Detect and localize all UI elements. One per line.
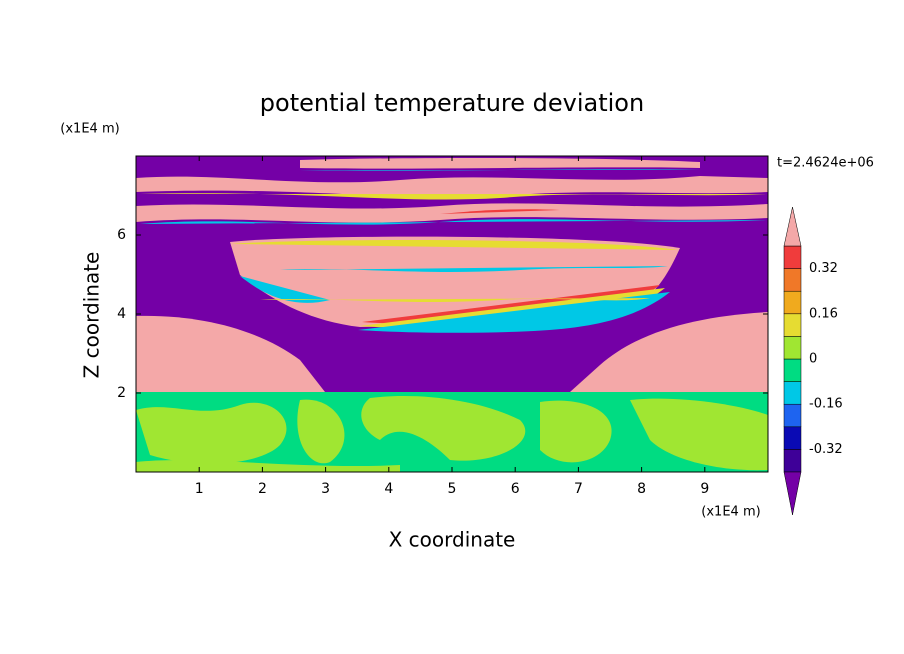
region	[570, 312, 768, 392]
edge	[240, 276, 330, 303]
x-tick-label: 6	[511, 481, 520, 497]
x-tick-label: 7	[574, 481, 583, 497]
edge	[440, 209, 560, 214]
edge	[260, 298, 650, 302]
x-unit: (x1E4 m)	[701, 505, 760, 520]
colorbar-box	[783, 336, 802, 360]
region	[361, 396, 526, 461]
x-axis-label: X coordinate	[389, 528, 516, 552]
colorbar: 0.32 0.16 0 -0.16 -0.32	[783, 206, 843, 516]
edge	[280, 266, 668, 272]
y-tick-label: 2	[117, 385, 126, 401]
x-tick-label: 2	[258, 481, 267, 497]
colorbar-box	[783, 245, 802, 269]
edge-group	[140, 169, 766, 333]
x-tick-label: 3	[321, 481, 330, 497]
contour-field	[136, 156, 768, 472]
ticks: 1 2 3 4 5 6 7 8 9 2 4 6	[117, 156, 768, 497]
x-tick-label: 4	[384, 481, 393, 497]
colorbar-tick-label: 0.16	[809, 306, 838, 321]
colorbar-tick-label: 0	[809, 352, 817, 367]
region	[630, 398, 768, 471]
colorbar-box	[783, 381, 802, 405]
region	[297, 399, 345, 464]
colorbar-extend-high	[783, 206, 802, 247]
edge	[140, 219, 766, 225]
x-tick-label: 1	[195, 481, 204, 497]
colorbar-box	[783, 313, 802, 337]
y-unit: (x1E4 m)	[60, 122, 119, 137]
region-group	[136, 396, 768, 472]
x-tick-label: 8	[637, 481, 646, 497]
region	[136, 460, 400, 472]
region-group	[136, 157, 768, 392]
colorbar-extend-low	[783, 471, 802, 516]
x-tick-label: 9	[700, 481, 709, 497]
colorbar-box	[783, 426, 802, 450]
colorbar-tick-label: 0.32	[809, 261, 838, 276]
colorbar-tick-label: -0.16	[809, 397, 843, 412]
edge	[232, 240, 678, 250]
region	[136, 402, 287, 464]
colorbar-box	[783, 403, 802, 428]
colorbar-tick-label: -0.32	[809, 442, 843, 457]
region	[540, 400, 612, 463]
colorbar-box	[783, 449, 802, 473]
colorbar-box	[783, 358, 802, 382]
y-axis-label: Z coordinate	[80, 252, 104, 379]
y-tick-label: 6	[117, 227, 126, 243]
chart-title: potential temperature deviation	[260, 89, 644, 117]
edge	[140, 193, 766, 200]
colorbar-box	[783, 290, 802, 315]
time-label: t=2.4624e+06	[777, 156, 874, 171]
x-tick-label: 5	[448, 481, 457, 497]
edge	[300, 169, 700, 171]
y-tick-label: 4	[117, 306, 126, 322]
region	[136, 315, 325, 392]
region	[300, 157, 700, 169]
edge	[358, 292, 670, 333]
region	[136, 176, 768, 198]
colorbar-box	[783, 268, 802, 292]
